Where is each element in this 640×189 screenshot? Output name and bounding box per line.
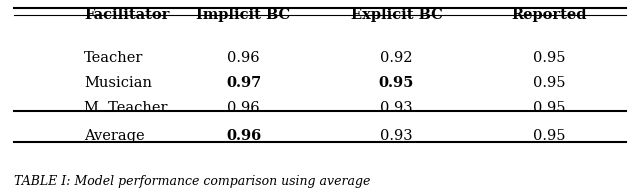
Text: M. Teacher: M. Teacher xyxy=(84,101,168,115)
Text: 0.95: 0.95 xyxy=(533,129,566,143)
Text: 0.96: 0.96 xyxy=(226,129,261,143)
Text: 0.93: 0.93 xyxy=(380,101,413,115)
Text: Musician: Musician xyxy=(84,76,152,90)
Text: Facilitator: Facilitator xyxy=(84,9,170,22)
Text: 0.92: 0.92 xyxy=(380,50,413,64)
Text: Average: Average xyxy=(84,129,145,143)
Text: 0.95: 0.95 xyxy=(379,76,414,90)
Text: Teacher: Teacher xyxy=(84,50,143,64)
Text: 0.97: 0.97 xyxy=(226,76,261,90)
Text: 0.96: 0.96 xyxy=(227,101,260,115)
Text: 0.96: 0.96 xyxy=(227,50,260,64)
Text: 0.93: 0.93 xyxy=(380,129,413,143)
Text: 0.95: 0.95 xyxy=(533,101,566,115)
Text: 0.95: 0.95 xyxy=(533,50,566,64)
Text: Reported: Reported xyxy=(511,9,587,22)
Text: Implicit BC: Implicit BC xyxy=(196,9,291,22)
Text: Explicit BC: Explicit BC xyxy=(351,9,442,22)
Text: 0.95: 0.95 xyxy=(533,76,566,90)
Text: TABLE I: Model performance comparison using average: TABLE I: Model performance comparison us… xyxy=(14,175,371,188)
